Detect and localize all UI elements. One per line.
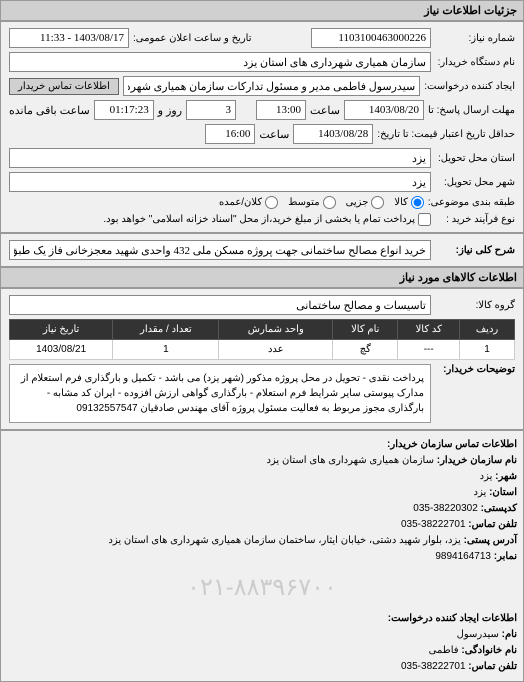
time-label-2: ساعت [259, 128, 289, 141]
validity-time-input[interactable] [205, 124, 255, 144]
contact-panel: اطلاعات تماس سازمان خریدار: نام سازمان خ… [0, 430, 524, 682]
request-number-input[interactable] [311, 28, 431, 48]
city-value: یزد [480, 471, 493, 482]
description-label: توضیحات خریدار: [435, 364, 515, 375]
goods-table: ردیف کد کالا نام کالا واحد شمارش تعداد /… [9, 319, 515, 360]
table-row[interactable]: 1 --- گچ عدد 1 1403/08/21 [10, 340, 515, 360]
cell-index: 1 [460, 340, 515, 360]
keywords-panel: شرح کلی نیاز: [0, 233, 524, 267]
contact-info-button[interactable]: اطلاعات تماس خریدار [9, 78, 119, 95]
org-label: نام سازمان خریدار: [437, 455, 517, 466]
delivery-province-input[interactable] [9, 148, 431, 168]
description-text: پرداخت نقدی - تحویل در محل پروژه مذکور (… [9, 364, 431, 423]
response-time-input[interactable] [256, 100, 306, 120]
th-unit: واحد شمارش [219, 320, 333, 340]
response-deadline-label: مهلت ارسال پاسخ: تا [428, 105, 515, 116]
buyer-org-label: نام دستگاه خریدار: [435, 57, 515, 68]
phone-label: تلفن تماس: [468, 519, 517, 530]
radio-service[interactable] [371, 196, 384, 209]
cell-name: گچ [333, 340, 398, 360]
main-form-panel: شماره نیاز: تاریخ و ساعت اعلان عمومی: نا… [0, 21, 524, 233]
radio-medium-label: متوسط [288, 197, 319, 208]
cell-code: --- [398, 340, 460, 360]
keywords-label: شرح کلی نیاز: [435, 245, 515, 256]
time-label-1: ساعت [310, 104, 340, 117]
announce-datetime-input[interactable] [9, 28, 129, 48]
quantity-radio-group: کالا جزیی متوسط کلان/عمده [219, 196, 424, 209]
fax-label: نمابر: [494, 551, 517, 562]
checkbox1-label: پرداخت تمام یا بخشی از مبلغ خرید،از محل … [103, 214, 415, 225]
cell-unit: عدد [219, 340, 333, 360]
validity-label: حداقل تاریخ اعتبار قیمت: تا تاریخ: [377, 129, 515, 140]
quantity-type-label: طبقه بندی موضوعی: [428, 197, 515, 208]
buyer-org-input[interactable] [9, 52, 431, 72]
goods-group-input[interactable] [9, 295, 431, 315]
postal-label: کدپستی: [481, 503, 517, 514]
th-code: کد کالا [398, 320, 460, 340]
org-value: سازمان همیاری شهرداری های استان یزد [266, 455, 434, 466]
address-value: یزد، بلوار شهید دشتی، خیابان ایثار، ساخت… [108, 535, 460, 546]
th-date: تاریخ نیاز [10, 320, 113, 340]
page-header: جزئیات اطلاعات نیاز [0, 0, 524, 21]
th-qty: تعداد / مقدار [113, 320, 219, 340]
requester-input[interactable] [123, 76, 420, 96]
treasury-checkbox[interactable] [418, 213, 431, 226]
radio-partial-label: کلان/عمده [219, 197, 262, 208]
keywords-input[interactable] [9, 240, 431, 260]
province-label: استان: [489, 487, 517, 498]
delivery-city-label: شهر محل تحویل: [435, 177, 515, 188]
announce-datetime-label: تاریخ و ساعت اعلان عمومی: [133, 33, 252, 44]
radio-goods[interactable] [411, 196, 424, 209]
th-index: ردیف [460, 320, 515, 340]
watermark-phone: ۰۲۱-۸۸۳۹۶۷۰۰ [7, 565, 517, 611]
postal-value: 38220302-035 [413, 503, 478, 514]
phone-value: 38222701-035 [401, 519, 466, 530]
province-value: یزد [474, 487, 487, 498]
name-value: سیدرسول [457, 629, 499, 640]
fax-value: 9894164713 [435, 551, 491, 562]
cell-date: 1403/08/21 [10, 340, 113, 360]
goods-section-header: اطلاعات کالاهای مورد نیاز [0, 267, 524, 288]
validity-date-input[interactable] [293, 124, 373, 144]
req-phone-value: 38222701-035 [401, 661, 466, 672]
city-label: شهر: [495, 471, 517, 482]
radio-partial[interactable] [265, 196, 278, 209]
days-label: روز و [158, 104, 182, 117]
remaining-days-input [186, 100, 236, 120]
req-phone-label: تلفن تماس: [468, 661, 517, 672]
remaining-time-input [94, 100, 154, 120]
requester-section-label: اطلاعات ایجاد کننده درخواست: [388, 613, 517, 624]
goods-group-label: گروه کالا: [435, 300, 515, 311]
address-label: آدرس پستی: [464, 535, 517, 546]
th-name: نام کالا [333, 320, 398, 340]
request-number-label: شماره نیاز: [435, 33, 515, 44]
delivery-city-input[interactable] [9, 172, 431, 192]
remaining-label: ساعت باقی مانده [9, 104, 90, 117]
radio-goods-label: کالا [394, 197, 408, 208]
radio-medium[interactable] [323, 196, 336, 209]
response-date-input[interactable] [344, 100, 424, 120]
family-label: نام خانوادگی: [461, 645, 517, 656]
radio-service-label: جزیی [346, 197, 369, 208]
name-label: نام: [502, 629, 517, 640]
purchase-method-label: نوع فرآیند خرید : [435, 214, 515, 225]
cell-qty: 1 [113, 340, 219, 360]
requester-label: ایجاد کننده درخواست: [424, 81, 515, 92]
delivery-province-label: استان محل تحویل: [435, 153, 515, 164]
goods-panel: گروه کالا: ردیف کد کالا نام کالا واحد شم… [0, 288, 524, 430]
contact-section-title: اطلاعات تماس سازمان خریدار: [387, 439, 517, 450]
family-value: فاطمی [429, 645, 459, 656]
